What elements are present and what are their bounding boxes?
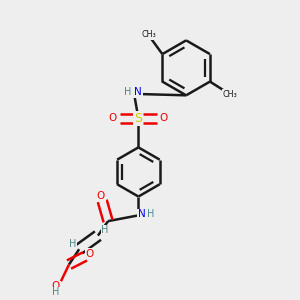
Text: O: O: [85, 248, 94, 259]
Text: H: H: [52, 287, 59, 297]
Text: N: N: [134, 87, 142, 98]
Text: O: O: [109, 113, 117, 124]
Text: H: H: [147, 209, 155, 220]
Text: O: O: [160, 113, 168, 124]
Text: H: H: [69, 239, 76, 249]
Text: CH₃: CH₃: [223, 90, 238, 99]
Text: N: N: [138, 209, 146, 220]
Text: O: O: [97, 191, 105, 201]
Text: O: O: [52, 281, 60, 292]
Text: CH₃: CH₃: [142, 30, 157, 39]
Text: S: S: [134, 112, 142, 125]
Text: H: H: [124, 87, 131, 98]
Text: H: H: [101, 225, 109, 236]
